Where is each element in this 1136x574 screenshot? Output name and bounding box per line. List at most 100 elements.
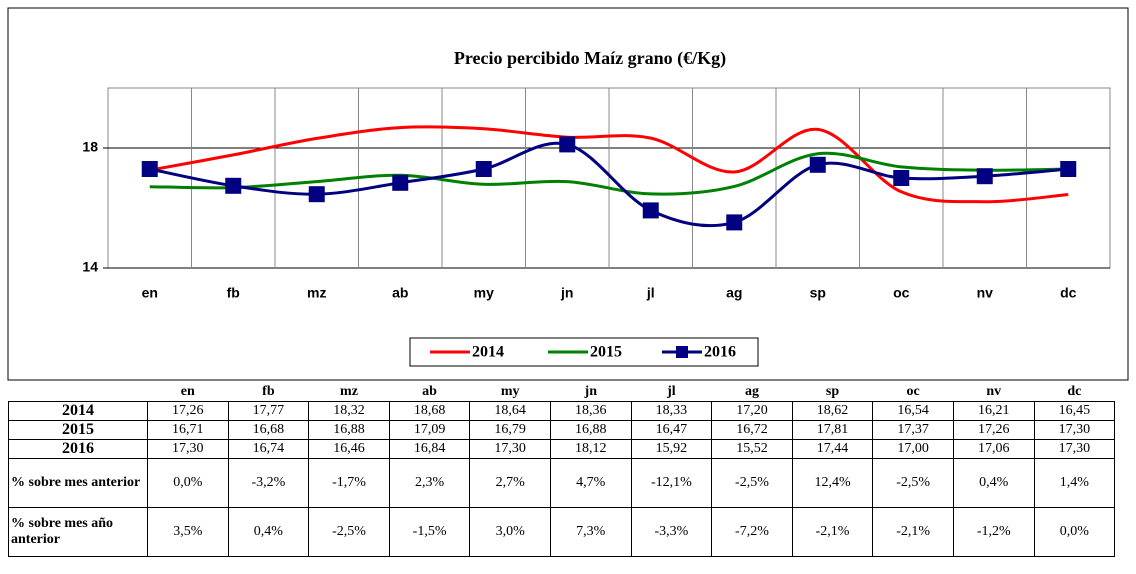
table-cell: 17,37 (872, 420, 954, 440)
table-cell: 18,62 (791, 401, 874, 421)
table-row: en fb mz ab my jn jl ag sp oc nv dc (9, 382, 1115, 402)
table-cell: jl (667, 383, 676, 399)
table-cell: 16,74 (227, 439, 310, 459)
table-cell: -3,2% (227, 458, 310, 508)
table-cell: % sobre mes anterior (8, 458, 148, 508)
y-tick-label: 18 (82, 139, 98, 155)
point-marker (392, 174, 409, 191)
legend-label: 2015 (590, 344, 622, 361)
x-tick-label: en (142, 285, 158, 301)
table-cell: sp (825, 383, 840, 399)
table-cell: -1,5% (388, 507, 471, 557)
table-cell: 18,33 (630, 401, 713, 421)
point-marker (809, 156, 826, 173)
table-cell: 15,92 (630, 439, 713, 459)
chart-frame (7, 7, 1129, 381)
table-cell: 18,68 (388, 401, 471, 421)
table-cell: -1,7% (308, 458, 390, 508)
table-cell: 17,30 (1033, 439, 1116, 459)
x-tick-label: my (474, 285, 494, 301)
table-cell: -2,5% (711, 458, 793, 508)
table-cell: 16,45 (1033, 401, 1116, 421)
table-cell: ag (744, 383, 759, 399)
table-cell: -1,2% (952, 507, 1035, 557)
table-cell: -2,5% (308, 507, 390, 557)
table-cell: 16,88 (308, 420, 390, 440)
table-cell: 17,30 (147, 439, 229, 459)
table-cell: 4,7% (549, 458, 632, 508)
point-marker (225, 177, 242, 194)
table-cell: 17,09 (388, 420, 471, 440)
series-line (149, 151, 1069, 196)
y-tick-label: 14 (82, 259, 98, 275)
table-cell: 3,5% (147, 507, 229, 557)
table-cell: 17,77 (227, 401, 310, 421)
table-cell: -2,5% (872, 458, 954, 508)
data-table: en fb mz ab my jn jl ag sp oc nv dc 2014 17,26 17,77 18… (8, 382, 1116, 557)
table-cell: my (500, 383, 520, 399)
x-tick-label: mz (307, 285, 326, 301)
table-cell: 2,3% (388, 458, 471, 508)
table-cell: 16,71 (147, 420, 229, 440)
table-cell: 18,64 (469, 401, 551, 421)
point-marker (893, 170, 910, 186)
x-tick-label: ab (392, 285, 408, 301)
point-marker (1060, 161, 1077, 177)
x-tick-label: nv (977, 285, 994, 301)
table-cell: 17,26 (147, 401, 229, 421)
legend-marker (676, 346, 688, 358)
legend-label: 2016 (704, 344, 736, 361)
table-cell: 17,00 (872, 439, 954, 459)
table-cell: 17,06 (952, 439, 1035, 459)
table-cell: -2,1% (791, 507, 874, 557)
table-cell: -7,2% (711, 507, 793, 557)
table-cell: 2016 (8, 439, 148, 459)
x-tick-label: jl (646, 285, 655, 301)
table-cell: 17,30 (1033, 420, 1116, 440)
table-row: 2015 16,71 16,68 16,88 17,09 16,79 16,88 16,47 1… (8, 420, 1116, 440)
table-cell: mz (340, 383, 358, 399)
table-cell: 16,21 (952, 401, 1035, 421)
table-cell: -2,1% (872, 507, 954, 557)
table-cell: 18,36 (549, 401, 632, 421)
table-cell: % sobre mes año anterior (8, 507, 148, 557)
table-cell (9, 382, 148, 402)
table-cell: 7,3% (549, 507, 632, 557)
table-cell: 0,0% (147, 458, 229, 508)
x-tick-label: sp (810, 285, 826, 301)
table-cell: 16,72 (711, 420, 793, 440)
table-cell: 17,30 (469, 439, 551, 459)
table-cell: 0,4% (952, 458, 1035, 508)
x-tick-label: dc (1060, 285, 1077, 301)
table-cell: ab (422, 383, 437, 399)
table-row: 2014 17,26 17,77 18,32 18,68 18,64 18,36 18,33 1… (8, 401, 1116, 421)
table-cell: 16,54 (872, 401, 954, 421)
table-cell: 16,46 (308, 439, 390, 459)
table-cell: jn (584, 383, 597, 399)
x-tick-label: oc (893, 285, 910, 301)
table-cell: 1,4% (1033, 458, 1116, 508)
chart-title: Precio percibido Maíz grano (€/Kg) (454, 48, 726, 69)
table-cell: 2014 (8, 401, 148, 421)
table-cell: 12,4% (791, 458, 874, 508)
table-cell: 16,79 (469, 420, 551, 440)
point-marker (308, 186, 325, 203)
legend-label: 2014 (472, 344, 504, 361)
table-row: % sobre mes anterior 0,0% -3,2% -1,7% 2,3% 2,… (8, 458, 1116, 508)
table-cell: 16,47 (630, 420, 713, 440)
point-marker (642, 202, 659, 219)
x-tick-label: jn (560, 285, 573, 301)
table-row: % sobre mes año anterior 3,5% 0,4% -2,5% -1,… (8, 507, 1116, 557)
table-cell: 16,88 (549, 420, 632, 440)
table-cell: 3,0% (469, 507, 551, 557)
series-line (149, 125, 1069, 204)
table-cell: 17,44 (791, 439, 874, 459)
table-cell: 18,32 (308, 401, 390, 421)
table-cell: 16,68 (227, 420, 310, 440)
table-cell: -3,3% (630, 507, 713, 557)
table-cell: 18,12 (549, 439, 632, 459)
table-cell: 16,84 (388, 439, 471, 459)
table-cell: 0,4% (227, 507, 310, 557)
x-tick-label: ag (726, 285, 742, 301)
